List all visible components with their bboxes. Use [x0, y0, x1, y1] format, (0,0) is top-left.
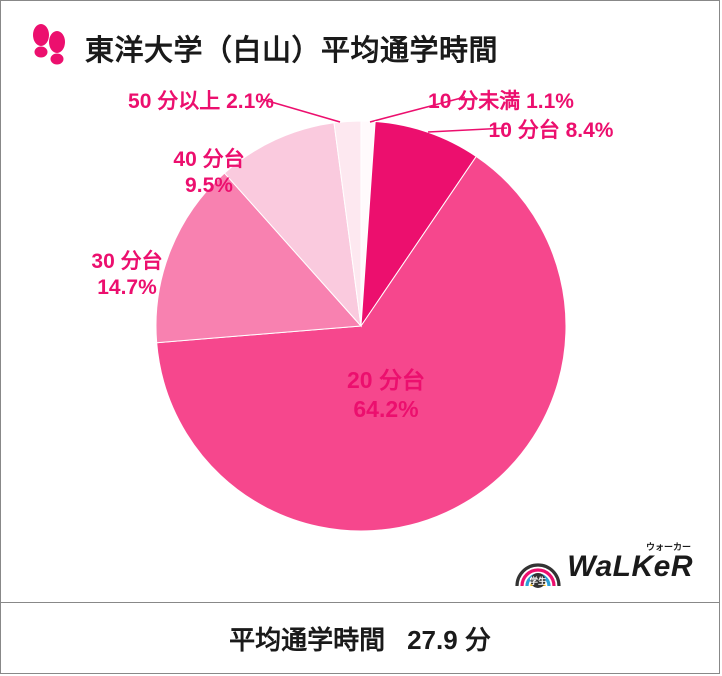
average-label: 平均通学時間: [229, 620, 385, 657]
slice-label-ge50: 50 分以上 2.1%: [128, 89, 274, 115]
chart-title: 東洋大学（白山）平均通学時間: [85, 27, 498, 69]
slice-label-lt10: 10 分未満 1.1%: [428, 89, 574, 115]
title-row: 東洋大学（白山）平均通学時間: [1, 1, 719, 82]
slice-label-40s: 40 分台9.5%: [173, 147, 244, 200]
slice-label-30s: 30 分台14.7%: [91, 249, 162, 302]
pie-chart: 10 分未満 1.1% 10 分台 8.4% 20 分台64.2% 30 分台14.7…: [1, 71, 721, 591]
logo-arch-icon: 学生: [513, 546, 563, 588]
chart-section: 東洋大学（白山）平均通学時間 10 分未満 1.1% 10 分台 8.4% 20 分…: [1, 1, 719, 603]
footprints-icon: [27, 23, 71, 72]
infographic-frame: 東洋大学（白山）平均通学時間 10 分未満 1.1% 10 分台 8.4% 20 分…: [0, 0, 720, 674]
logo-ruby: ウォーカー: [646, 540, 691, 553]
slice-label-10s: 10 分台 8.4%: [489, 118, 614, 144]
gakusei-walker-logo: 学生 WaLKeR ウォーカー: [513, 546, 693, 588]
logo-walker-text: WaLKeR ウォーカー: [567, 550, 693, 584]
svg-text:学生: 学生: [530, 576, 548, 586]
slice-label-20s: 20 分台64.2%: [347, 366, 425, 424]
average-value: 27.9 分: [407, 620, 491, 657]
summary-bar: 平均通学時間 27.9 分: [1, 603, 719, 673]
